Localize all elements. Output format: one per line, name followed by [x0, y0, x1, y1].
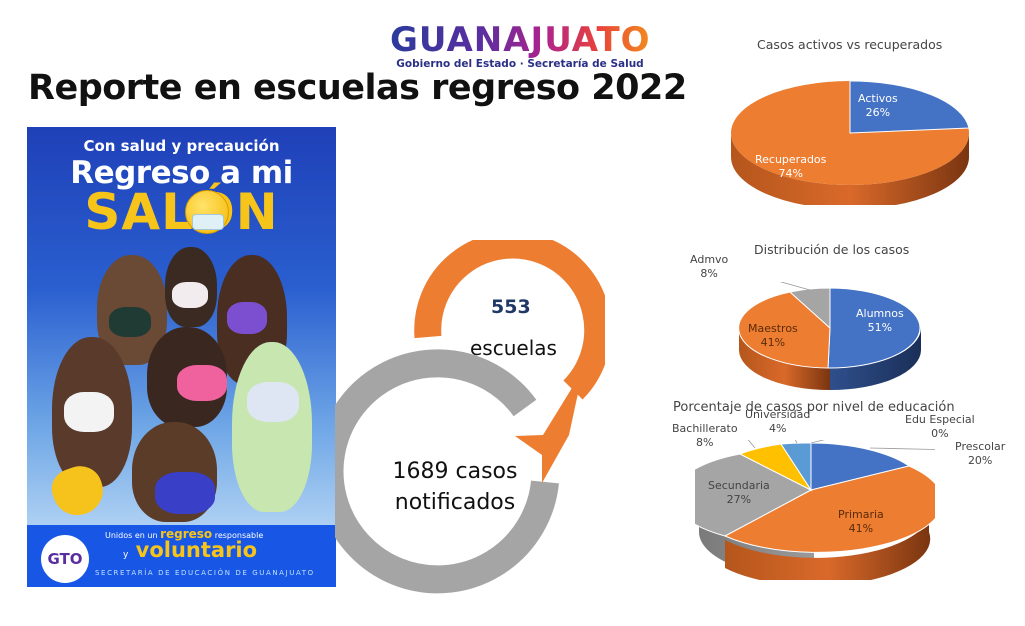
chart3-label-secundaria: Secundaria 27%	[708, 479, 770, 506]
chart3-label-primaria: Primaria 41%	[838, 508, 884, 535]
footer-line1-pre: Unidos en un	[105, 531, 158, 540]
grey-ring	[335, 349, 559, 594]
chart2-label-admvo: Admvo 8%	[690, 253, 729, 280]
pie-chart-active-recovered	[731, 80, 970, 205]
chart2-title: Distribución de los casos	[754, 242, 910, 257]
chart2-label-alumnos: Alumnos 51%	[856, 307, 904, 334]
chart3-title: Porcentaje de casos por nivel de educaci…	[673, 400, 955, 415]
logo-wordmark: GUANAJUATO	[390, 20, 651, 60]
footer-line1-post: responsable	[214, 531, 264, 540]
chart3-label-edu-especial: Edu Especial 0%	[905, 413, 975, 440]
chart1-label-recuperados: Recuperados 74%	[755, 153, 827, 180]
footer-line3: SECRETARÍA DE EDUCACIÓN DE GUANAJUATO	[95, 569, 315, 577]
schools-label: escuelas	[470, 336, 557, 360]
gto-badge-logo: GTO	[41, 535, 89, 583]
logo-subtitle: Gobierno del Estado · Secretaría de Salu…	[396, 58, 644, 70]
cases-line1: 1689 casos	[392, 459, 518, 484]
footer-line1: Unidos en un regreso responsable	[105, 527, 263, 541]
students-photo	[27, 247, 336, 522]
campaign-poster: Con salud y precaución Regreso a mi SALÓ…	[27, 127, 336, 587]
poster-footer: GTO Unidos en un regreso responsable y v…	[27, 525, 336, 587]
schools-count: 553	[491, 296, 531, 318]
poster-headline: Regreso a mi	[70, 155, 293, 191]
cycle-graphic	[335, 240, 605, 594]
page-title: Reporte en escuelas regreso 2022	[28, 68, 687, 108]
cases-count: 1689 casos notificados	[380, 456, 530, 518]
footer-line2: y voluntario	[123, 538, 257, 562]
footer-line2-pre: y	[123, 550, 129, 560]
chart1-label-activos: Activos 26%	[858, 92, 898, 119]
footer-line2-highlight: voluntario	[135, 538, 258, 562]
chart1-title: Casos activos vs recuperados	[757, 37, 943, 52]
pie-chart-education-level	[695, 440, 935, 580]
orange-arc	[414, 240, 605, 400]
poster-headline-salon: SALÓN	[84, 183, 279, 241]
cases-line2: notificados	[394, 490, 516, 515]
footer-line1-highlight: regreso	[160, 527, 213, 541]
arrow-head-icon	[515, 370, 583, 483]
chart3-label-bachillerato: Bachillerato 8%	[672, 422, 738, 449]
guanajuato-logo: GUANAJUATO Gobierno del Estado · Secreta…	[390, 22, 650, 70]
poster-tagline: Con salud y precaución	[83, 137, 280, 155]
masked-emoji-icon	[185, 190, 229, 234]
chart3-label-prescolar: Prescolar 20%	[955, 440, 1006, 467]
pie-chart-distribution	[738, 282, 921, 390]
chart3-label-universidad: Universidad 4%	[745, 408, 811, 435]
chart2-label-maestros: Maestros 41%	[748, 322, 798, 349]
